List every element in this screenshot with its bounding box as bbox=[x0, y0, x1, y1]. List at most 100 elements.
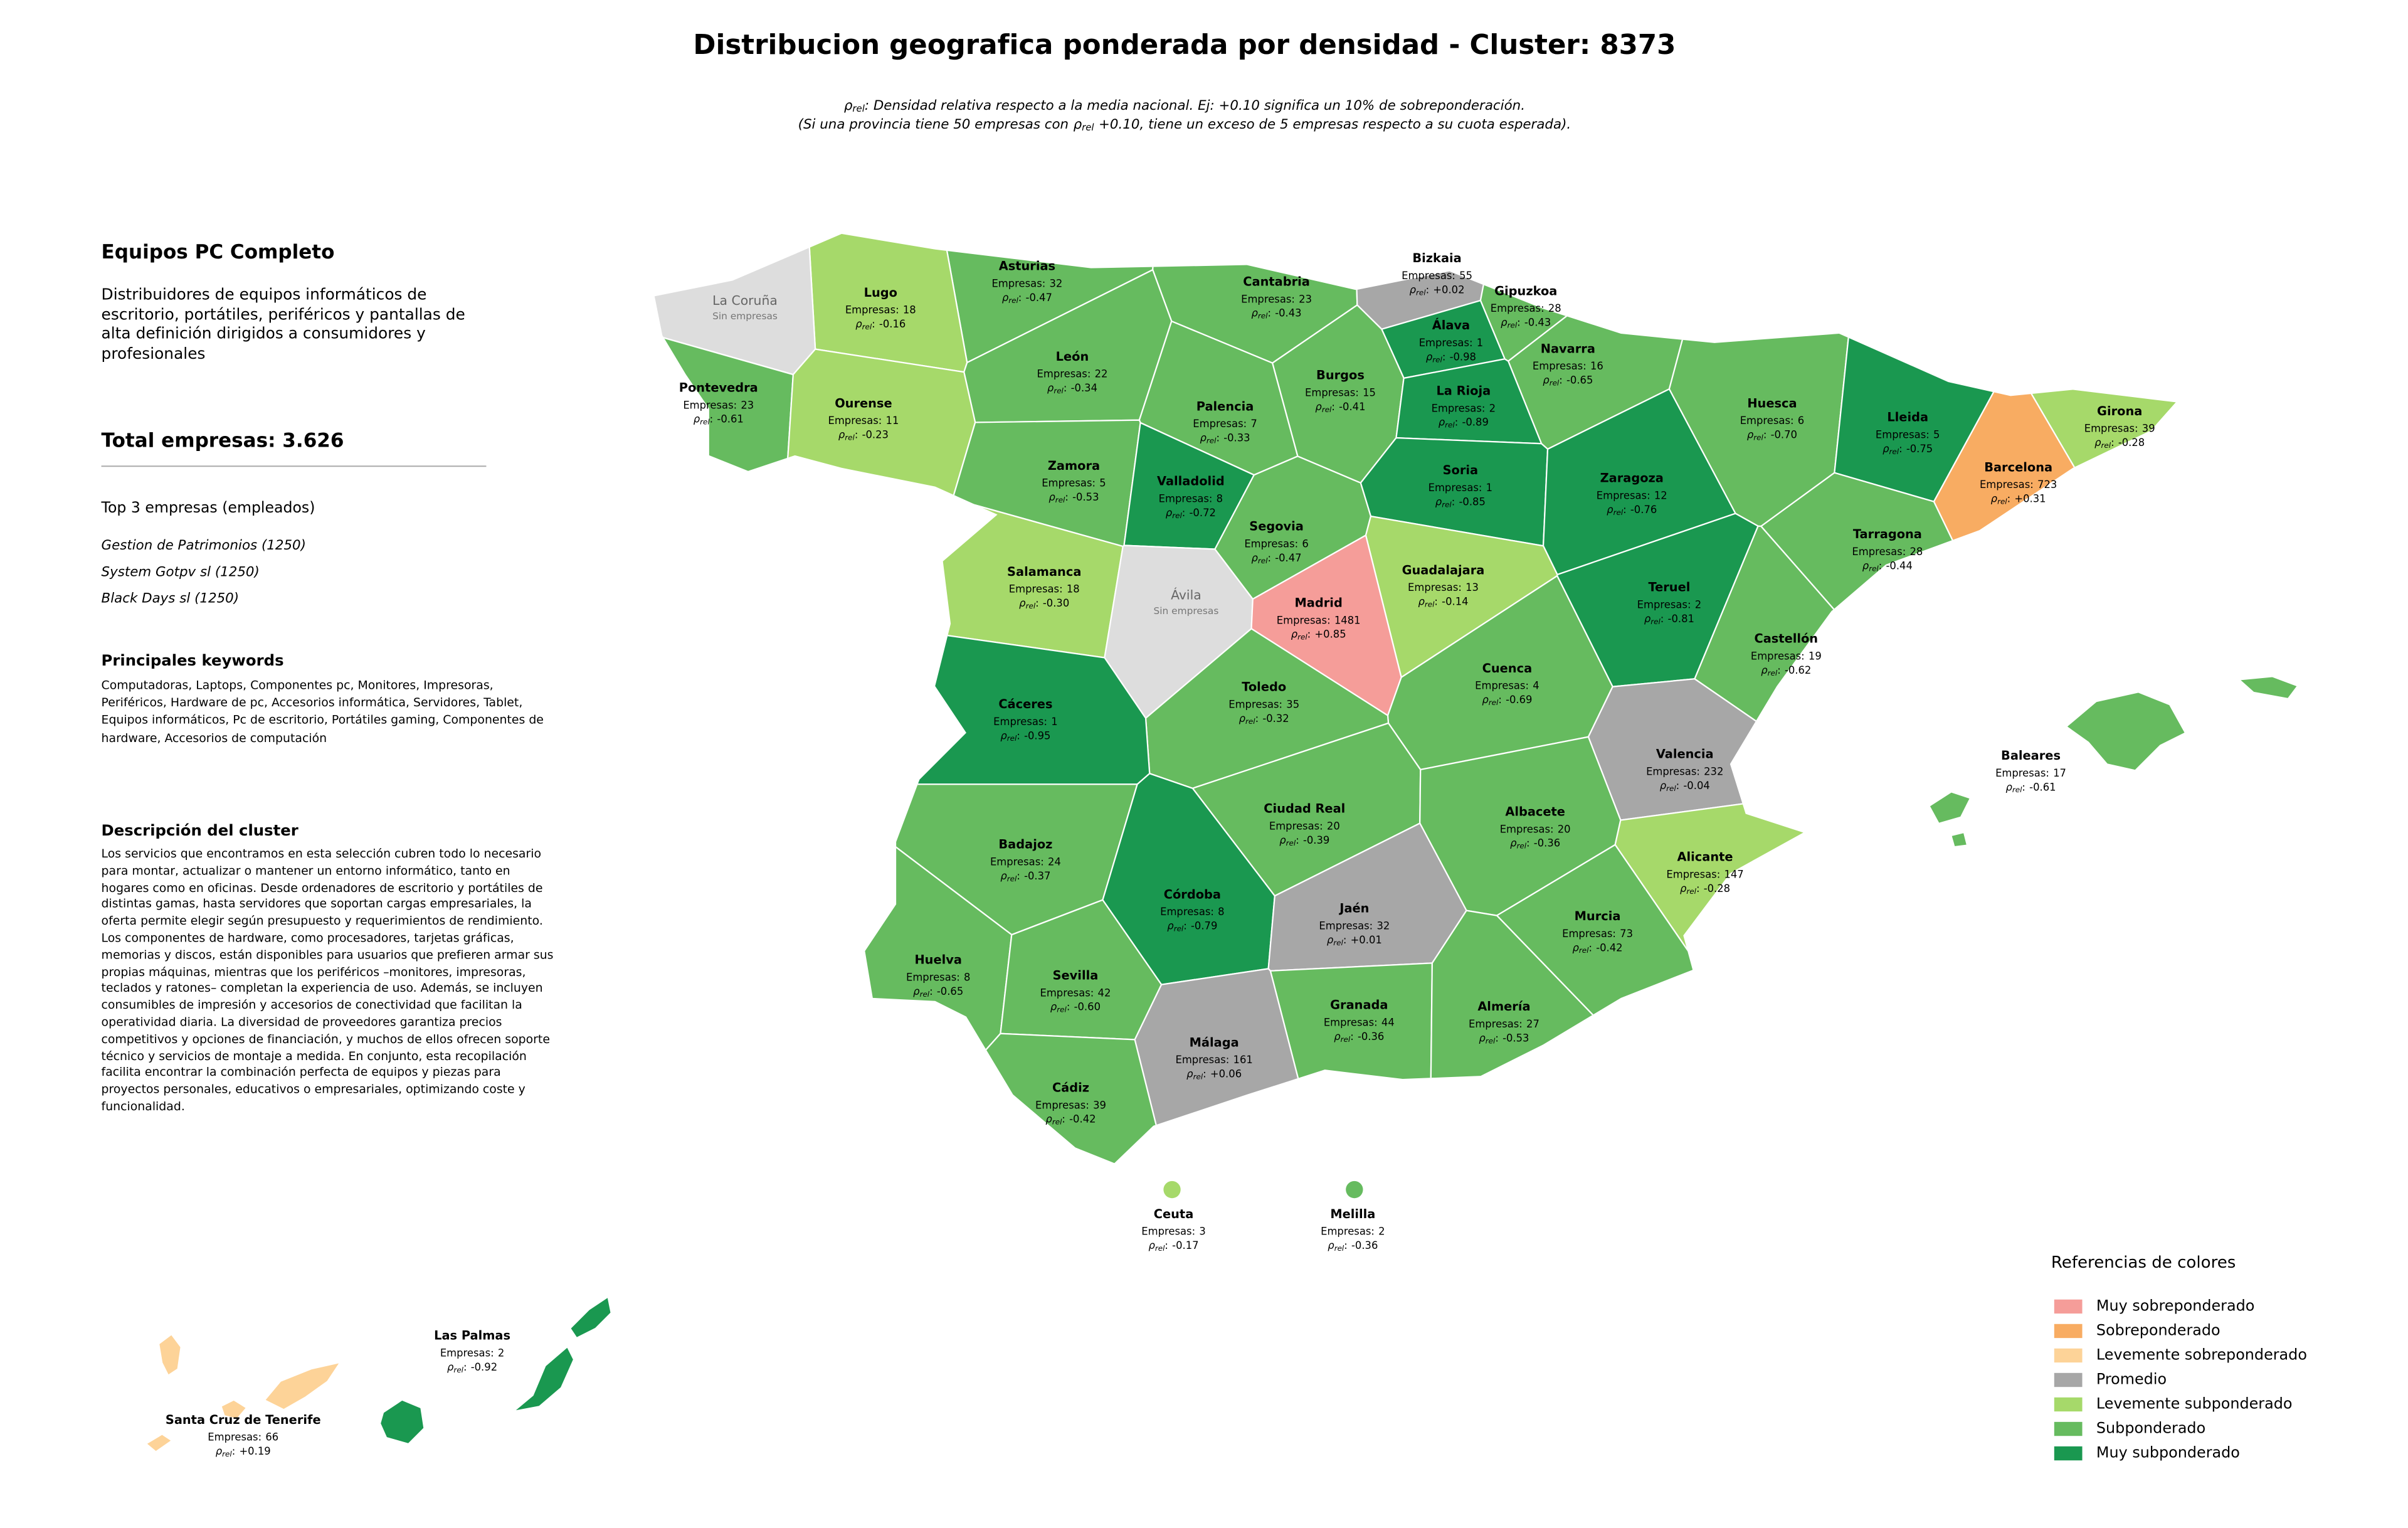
island bbox=[145, 1433, 172, 1453]
rho-sub: rel bbox=[1258, 556, 1268, 565]
count-value: 27 bbox=[1526, 1018, 1539, 1030]
count-prefix: Empresas: bbox=[991, 277, 1045, 289]
count-prefix: Empresas: bbox=[1228, 698, 1282, 710]
rho-sub: rel bbox=[222, 1450, 232, 1458]
rho-symbol: ρ bbox=[1660, 779, 1667, 791]
rho-symbol: ρ bbox=[1543, 374, 1550, 386]
legend-label: Muy subponderado bbox=[2096, 1444, 2240, 1462]
rho-symbol: ρ bbox=[1862, 560, 1869, 571]
rho-value: -0.41 bbox=[1339, 400, 1365, 412]
rho-sep: : bbox=[855, 428, 858, 440]
count-prefix: Empresas: bbox=[1277, 614, 1331, 626]
mainland bbox=[654, 233, 2176, 1164]
count-prefix: Empresas: bbox=[1009, 583, 1063, 595]
rho-sep: : bbox=[1164, 1239, 1168, 1251]
rho-symbol: ρ bbox=[1000, 869, 1007, 881]
province-name: Madrid bbox=[1295, 596, 1343, 610]
province-rho: ρrel: -0.72 bbox=[1166, 506, 1216, 519]
count-value: 1 bbox=[1486, 482, 1492, 494]
province-rho: ρrel: -0.37 bbox=[1000, 869, 1050, 883]
province-count: Empresas: 1481 bbox=[1277, 614, 1361, 626]
count-prefix: Empresas: bbox=[1402, 270, 1455, 282]
subtitle-line-1: ρrel: Densidad relativa respecto a la me… bbox=[844, 98, 1525, 114]
province-count: Empresas: 20 bbox=[1269, 820, 1340, 832]
top-company: System Gotpv sl (1250) bbox=[102, 564, 260, 580]
rho-symbol: ρ bbox=[1607, 503, 1613, 515]
province-count: Empresas: 8 bbox=[906, 971, 970, 983]
panel-description: Distribuidores de equipos informáticos d… bbox=[101, 287, 465, 363]
rho-symbol: ρ bbox=[1167, 920, 1174, 931]
province-rho: ρrel: -0.75 bbox=[1883, 442, 1933, 455]
count-value: 20 bbox=[1327, 820, 1340, 832]
rho-sep: : bbox=[1350, 1030, 1354, 1042]
province bbox=[654, 233, 816, 376]
province-count: Empresas: 44 bbox=[1324, 1016, 1395, 1028]
count-value: 17 bbox=[2053, 767, 2066, 778]
count-value: 19 bbox=[1809, 650, 1822, 662]
count-prefix: Empresas: bbox=[1305, 386, 1359, 398]
island bbox=[264, 1362, 341, 1410]
province-name: Valladolid bbox=[1157, 474, 1225, 489]
rho-sep: : bbox=[2111, 437, 2115, 448]
title: Distribucion geografica ponderada por de… bbox=[693, 29, 1676, 61]
rho-value: -0.44 bbox=[1886, 560, 1913, 571]
province-count: Empresas: 55 bbox=[1402, 270, 1472, 282]
province-rho: ρrel: -0.30 bbox=[1019, 597, 1069, 610]
count-value: 1 bbox=[1477, 336, 1483, 348]
province-name: Albacete bbox=[1505, 805, 1565, 819]
count-value: 232 bbox=[1704, 765, 1723, 777]
rho-sub: rel bbox=[1768, 668, 1778, 677]
province-name: Baleares bbox=[2001, 748, 2061, 763]
rho-sub: rel bbox=[1055, 495, 1065, 504]
rho-sep: : bbox=[1343, 933, 1347, 945]
province-name: Badajoz bbox=[998, 837, 1052, 852]
rho-symbol: ρ bbox=[1410, 284, 1417, 295]
province-name: Málaga bbox=[1190, 1035, 1239, 1049]
province-count: Empresas: 66 bbox=[208, 1431, 278, 1443]
rho-sub: rel bbox=[1445, 420, 1455, 429]
rho-symbol: ρ bbox=[216, 1445, 223, 1457]
count-value: 4 bbox=[1533, 679, 1539, 691]
rho-value: +0.31 bbox=[2014, 492, 2046, 504]
rho-symbol: ρ bbox=[694, 413, 700, 425]
province-count: Empresas: 32 bbox=[1319, 920, 1390, 931]
rho-value: -0.79 bbox=[1191, 920, 1217, 931]
province-name: Salamanca bbox=[1007, 565, 1081, 579]
province-count: Empresas: 4 bbox=[1475, 679, 1539, 691]
count-prefix: Empresas: bbox=[828, 415, 882, 427]
rho-symbol: ρ bbox=[1279, 834, 1286, 846]
province-rho: ρrel: -0.39 bbox=[1279, 834, 1329, 847]
rho-symbol: ρ bbox=[1074, 117, 1082, 132]
rho-value: -0.72 bbox=[1190, 506, 1216, 518]
subtitle-text: (Si una provincia tiene 50 empresas con bbox=[798, 117, 1069, 132]
count-value: 73 bbox=[1620, 927, 1633, 939]
province-count: Empresas: 5 bbox=[1042, 477, 1106, 489]
rho-sub: rel bbox=[1007, 874, 1017, 883]
rho-symbol: ρ bbox=[1019, 597, 1026, 609]
rho-symbol: ρ bbox=[1327, 933, 1334, 945]
rho-symbol: ρ bbox=[1883, 442, 1889, 454]
count-prefix: Empresas: bbox=[845, 304, 899, 316]
rho-sep: : bbox=[1065, 491, 1069, 502]
rho-sep: : bbox=[1064, 382, 1067, 394]
province-name: Gipuzkoa bbox=[1494, 284, 1557, 298]
count-prefix: Empresas: bbox=[1562, 927, 1616, 939]
rho-sep: : bbox=[1623, 503, 1627, 515]
rho-sep: : bbox=[1035, 597, 1039, 609]
province-name: Toledo bbox=[1242, 680, 1286, 694]
province-rho: ρrel: -0.33 bbox=[1200, 432, 1250, 445]
count-prefix: Empresas: bbox=[1324, 1016, 1378, 1028]
province-rho: ρrel: -0.42 bbox=[1045, 1113, 1096, 1126]
island bbox=[1928, 791, 1971, 824]
rho-symbol: ρ bbox=[1510, 837, 1517, 849]
rho-sub: rel bbox=[1052, 1117, 1062, 1126]
rho-value: -0.30 bbox=[1043, 597, 1069, 609]
province-rho: ρrel: -0.95 bbox=[1000, 730, 1050, 743]
province-name: Almería bbox=[1477, 999, 1530, 1014]
rho-symbol: ρ bbox=[1479, 1032, 1486, 1044]
province-rho: ρrel: +0.01 bbox=[1327, 933, 1382, 947]
province-count: Empresas: 23 bbox=[1241, 293, 1312, 305]
count-value: 15 bbox=[1363, 386, 1376, 398]
rho-sep: : bbox=[1498, 694, 1502, 706]
count-prefix: Empresas: bbox=[1597, 489, 1650, 501]
